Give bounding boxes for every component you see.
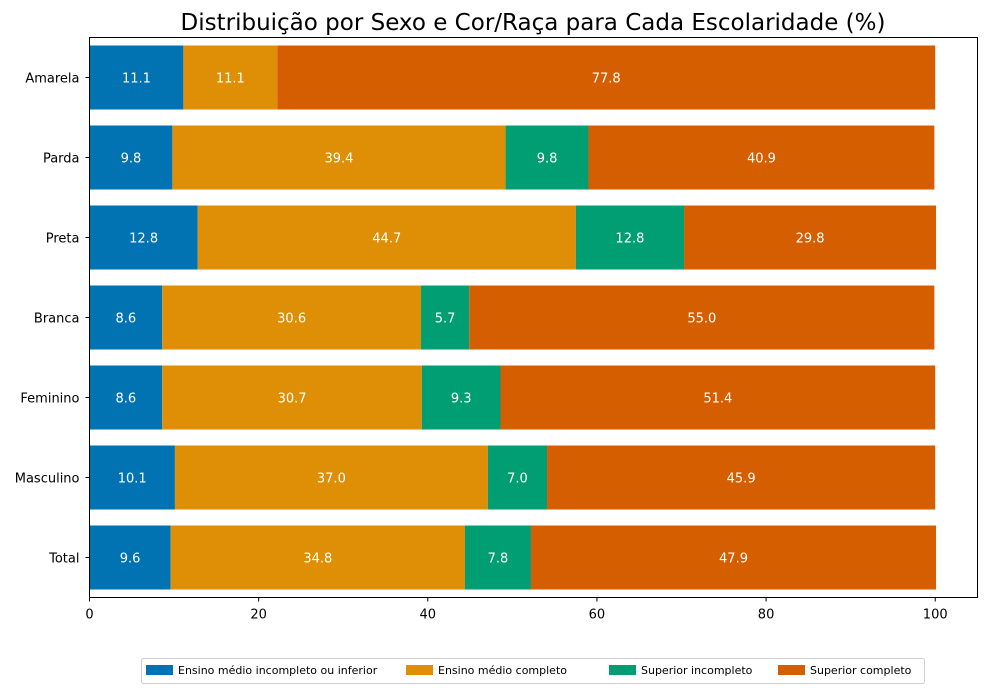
bar-value-label: 39.4 [325, 152, 354, 167]
bar-labels-layer: 11.1 11.1 77.8 9.8 39.4 9.8 40.9 12.8 44.7 12.8 29… [116, 72, 825, 567]
bar-value-label: 8.6 [116, 392, 137, 407]
y-tick-label: Preta [46, 232, 80, 247]
bar-segment [174, 445, 488, 510]
bar-segment [89, 205, 198, 270]
bar-value-label: 30.7 [278, 392, 307, 407]
legend-label: Superior completo [810, 664, 912, 677]
bar-value-label: 9.8 [121, 152, 142, 167]
bar-segment [89, 45, 184, 110]
bar-segment [277, 45, 936, 110]
legend-swatch [609, 665, 636, 675]
bar-segment [505, 125, 589, 190]
bar-segment [89, 525, 171, 590]
bar-value-label: 9.8 [537, 152, 558, 167]
x-tick-label: 20 [250, 608, 267, 623]
bar-value-label: 34.8 [303, 552, 332, 567]
bar-value-label: 77.8 [592, 72, 621, 87]
bar-segment [421, 365, 501, 430]
bar-value-label: 12.8 [129, 232, 158, 247]
legend: Ensino médio incompleto ou inferior Ensin… [141, 658, 925, 684]
bar-segment [464, 525, 531, 590]
x-tick-label: 0 [85, 608, 93, 623]
bar-segment [89, 285, 163, 350]
bar-value-label: 11.1 [122, 72, 151, 87]
legend-swatch [778, 665, 805, 675]
bar-value-label: 5.7 [435, 312, 456, 327]
bar-value-label: 11.1 [216, 72, 245, 87]
bar-segment [421, 285, 470, 350]
chart-title: Distribuição por Sexo e Cor/Raça para Ca… [181, 10, 886, 36]
bar-segment [89, 365, 163, 430]
bar-value-label: 7.0 [507, 472, 528, 487]
legend-label: Ensino médio incompleto ou inferior [178, 664, 378, 677]
bar-segment [530, 525, 937, 590]
bar-segment [89, 125, 173, 190]
bar-value-label: 51.4 [703, 392, 732, 407]
x-tick-label: 40 [420, 608, 437, 623]
bar-segment [89, 445, 175, 510]
bar-segment [183, 45, 278, 110]
legend-label: Ensino médio completo [438, 664, 567, 677]
y-axis: Amarela Parda Preta Branca Feminino Masculino… [15, 72, 90, 567]
bar-segment [162, 285, 422, 350]
y-tick-label: Branca [34, 312, 80, 327]
bar-segment [487, 445, 548, 510]
bar-segment [162, 365, 422, 430]
legend-label: Superior incompleto [641, 664, 753, 677]
bar-value-label: 45.9 [727, 472, 756, 487]
bar-segment [170, 525, 465, 590]
y-tick-label: Masculino [15, 472, 80, 487]
bar-value-label: 8.6 [116, 312, 137, 327]
bar-value-label: 40.9 [747, 152, 776, 167]
bar-value-label: 44.7 [372, 232, 401, 247]
bar-value-label: 9.3 [451, 392, 472, 407]
bar-segment [197, 205, 576, 270]
bar-value-label: 47.9 [719, 552, 748, 567]
bar-segment [588, 125, 935, 190]
legend-swatch [146, 665, 173, 675]
legend-frame [141, 658, 925, 684]
bar-value-label: 30.6 [277, 312, 306, 327]
bar-segment [547, 445, 936, 510]
bar-segment [500, 365, 936, 430]
y-tick-label: Feminino [20, 392, 79, 407]
y-tick-label: Parda [43, 152, 80, 167]
bar-segment [469, 285, 935, 350]
bar-segment [684, 205, 937, 270]
bar-value-label: 12.8 [615, 232, 644, 247]
x-tick-label: 100 [923, 608, 948, 623]
bar-value-label: 55.0 [687, 312, 716, 327]
y-tick-label: Total [48, 552, 79, 567]
bar-value-label: 9.6 [120, 552, 141, 567]
y-tick-label: Amarela [25, 72, 79, 87]
bars-layer [89, 45, 937, 590]
bar-value-label: 10.1 [118, 472, 147, 487]
bar-value-label: 37.0 [317, 472, 346, 487]
x-tick-label: 60 [589, 608, 606, 623]
bar-value-label: 29.8 [796, 232, 825, 247]
x-tick-label: 80 [758, 608, 775, 623]
bar-value-label: 7.8 [488, 552, 509, 567]
bar-segment [172, 125, 506, 190]
bar-segment [575, 205, 685, 270]
x-axis: 0 20 40 60 80 100 [85, 597, 948, 623]
legend-swatch [406, 665, 433, 675]
